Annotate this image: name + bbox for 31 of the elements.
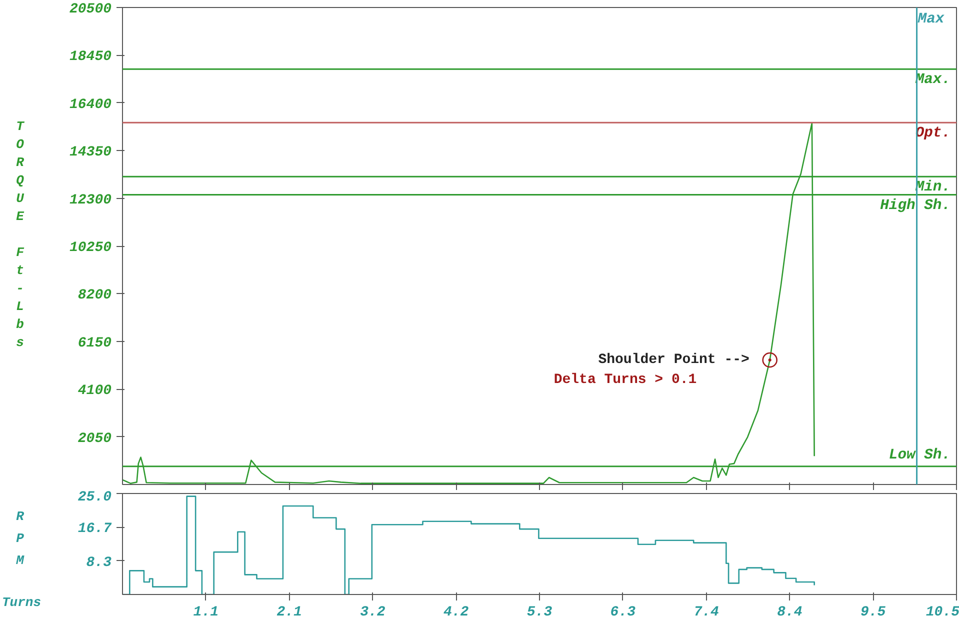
y-tick-label: 12300 — [69, 192, 112, 208]
x-tick-label: 6.3 — [610, 604, 636, 620]
y-axis-title: RPM — [15, 508, 26, 570]
x-tick-label: 10.5 — [926, 604, 959, 620]
x-tick-label: 7.4 — [694, 604, 719, 620]
x-tick-label: 5.3 — [526, 604, 553, 620]
x-tick-label: 2.1 — [276, 604, 302, 620]
ref-line-label: Low Sh. — [888, 447, 951, 464]
x-tick-label: 1.1 — [193, 604, 219, 620]
x-tick-label: 3.2 — [360, 604, 386, 620]
y-tick-label: 20500 — [69, 2, 112, 18]
y-tick-label: 25.0 — [78, 490, 112, 506]
ref-line-label: High Sh. — [880, 198, 951, 214]
y-tick-label: 16400 — [69, 96, 112, 113]
y-tick-label: 18450 — [69, 49, 112, 66]
y-tick-label: 2050 — [78, 430, 112, 447]
y-tick-label: 10250 — [69, 240, 112, 256]
ref-line-label: Max — [916, 12, 946, 28]
y-tick-label: 4100 — [78, 383, 112, 400]
x-tick-label: 4.2 — [444, 604, 470, 620]
y-tick-label: 8.3 — [86, 554, 112, 571]
text: TORQUE Ft-Lbs — [16, 119, 24, 350]
annotation: Delta Turns > 0.1 — [554, 372, 697, 388]
y-tick-label: 14350 — [69, 144, 112, 161]
y-tick-label: 16.7 — [78, 521, 112, 538]
y-tick-label: 6150 — [78, 335, 112, 352]
annotation: Shoulder Point --> — [598, 352, 750, 368]
x-axis-title: Turns — [2, 594, 42, 612]
x-tick-label: 9.5 — [860, 604, 886, 620]
y-tick-label: 8200 — [78, 288, 112, 304]
x-tick-label: 8.4 — [777, 604, 802, 620]
